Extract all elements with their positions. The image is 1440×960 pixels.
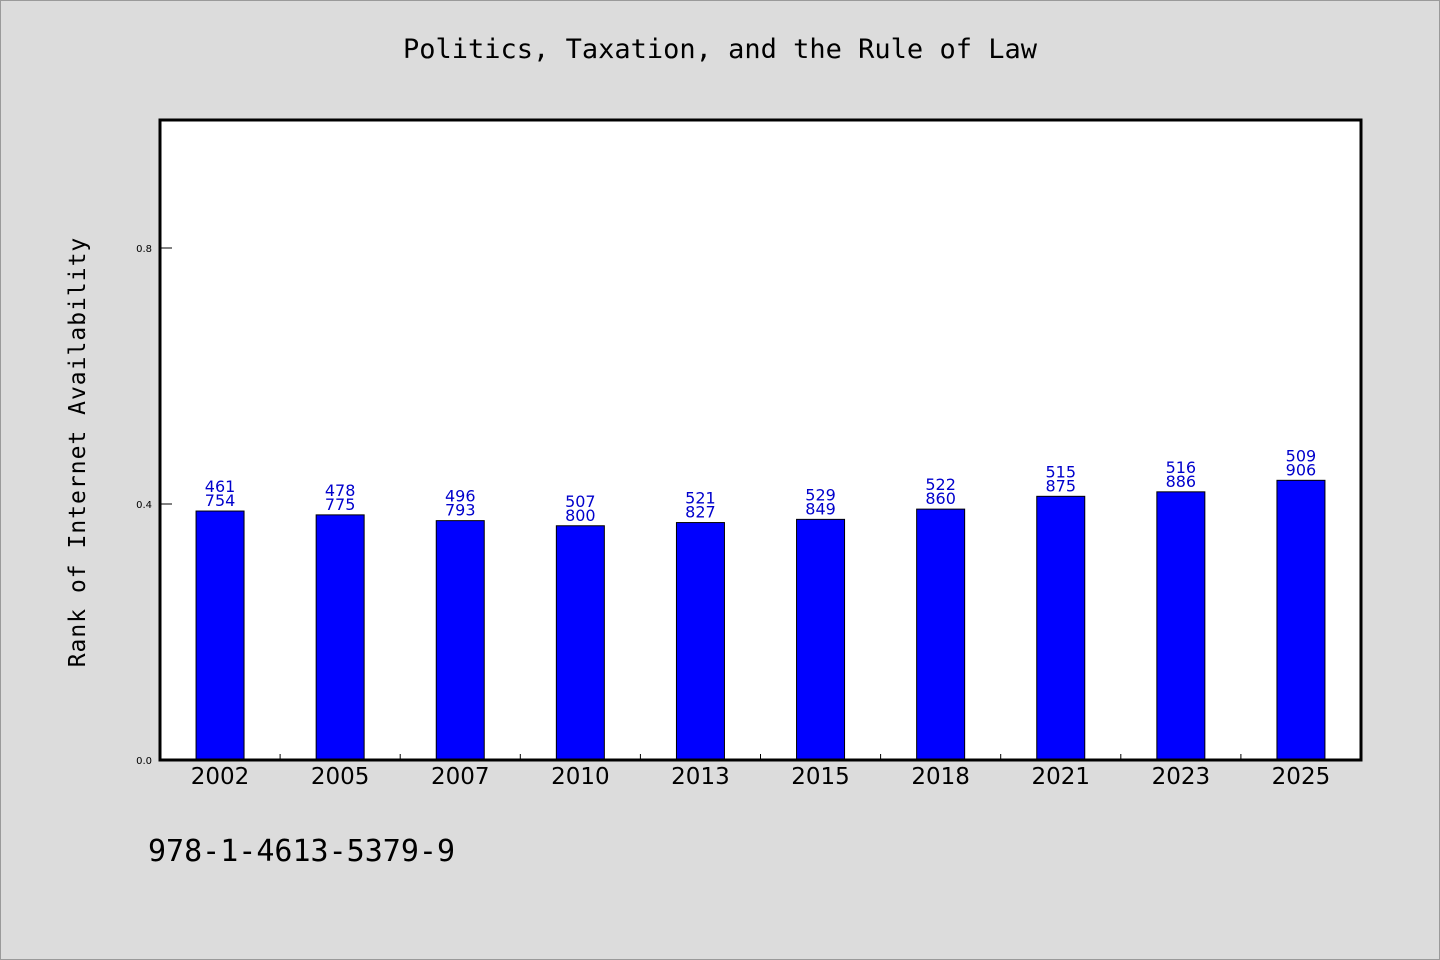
data-label-lower: 849 bbox=[805, 499, 836, 518]
x-tick-label: 2023 bbox=[1152, 764, 1211, 790]
data-label-lower: 875 bbox=[1045, 476, 1076, 495]
bars-group bbox=[195, 479, 1326, 761]
data-label-upper: 516 bbox=[1166, 458, 1197, 477]
data-label-upper: 515 bbox=[1045, 462, 1076, 481]
data-label-upper: 509 bbox=[1286, 446, 1317, 465]
data-label-upper: 529 bbox=[805, 485, 836, 504]
y-tick-label: 0.4 bbox=[136, 500, 152, 511]
bar-2023 bbox=[1156, 491, 1206, 761]
bar-2010 bbox=[555, 525, 605, 761]
bar-2018 bbox=[916, 508, 966, 761]
x-tick-label: 2007 bbox=[431, 764, 490, 790]
data-label-upper: 461 bbox=[205, 477, 236, 496]
data-label-lower: 860 bbox=[925, 489, 956, 508]
data-label-lower: 906 bbox=[1286, 460, 1317, 479]
data-label-lower: 800 bbox=[565, 506, 596, 525]
plot-frame bbox=[158, 118, 1363, 762]
chart-title: Politics, Taxation, and the Rule of Law bbox=[403, 34, 1037, 65]
data-label-upper: 496 bbox=[445, 487, 476, 506]
x-tick-label: 2018 bbox=[911, 764, 970, 790]
x-tick-label: 2002 bbox=[191, 764, 250, 790]
data-label-upper: 521 bbox=[685, 489, 716, 508]
bar-2025 bbox=[1276, 479, 1326, 761]
x-tick-label: 2013 bbox=[671, 764, 730, 790]
bar-2005 bbox=[315, 514, 365, 761]
data-label-lower: 827 bbox=[685, 503, 716, 522]
y-tick-label: 0.8 bbox=[136, 244, 152, 255]
x-tick-label: 2021 bbox=[1031, 764, 1090, 790]
data-label-upper: 522 bbox=[925, 475, 956, 494]
x-ticks-group: 2002 2005 2007 2010 2013 2015 2018 2021 2023 2025 bbox=[191, 754, 1330, 790]
x-tick-label: 2010 bbox=[551, 764, 610, 790]
data-label-lower: 775 bbox=[325, 495, 356, 514]
bar-2013 bbox=[675, 522, 725, 761]
y-tick-label: 0.0 bbox=[136, 756, 152, 767]
bar-2021 bbox=[1036, 495, 1086, 761]
x-tick-label: 2025 bbox=[1272, 764, 1331, 790]
bar-2007 bbox=[435, 520, 485, 761]
data-label-lower: 754 bbox=[205, 491, 236, 510]
data-label-lower: 886 bbox=[1166, 472, 1197, 491]
x-tick-label: 2015 bbox=[791, 764, 850, 790]
bar-2015 bbox=[796, 518, 846, 761]
x-tick-label: 2005 bbox=[311, 764, 370, 790]
data-label-upper: 478 bbox=[325, 481, 356, 500]
isbn-code: 978-1-4613-5379-9 bbox=[148, 834, 456, 869]
bar-2002 bbox=[195, 510, 245, 761]
data-label-lower: 793 bbox=[445, 501, 476, 520]
data-label-upper: 507 bbox=[565, 492, 596, 511]
